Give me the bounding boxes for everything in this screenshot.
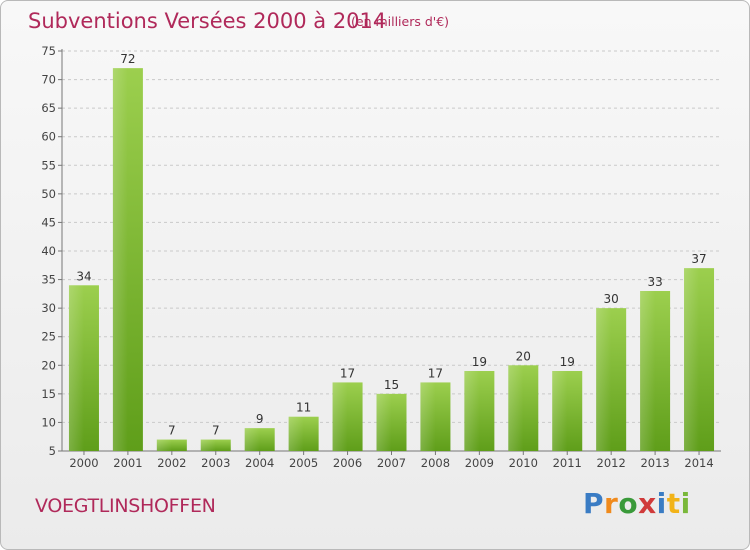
bar-highlight [552,371,568,451]
logo-letter: r [604,487,619,520]
x-tick-label: 2005 [289,456,318,470]
bar-highlight [376,393,392,451]
data-label: 30 [604,292,619,306]
bar-highlight [420,382,436,451]
logo-letter: x [638,487,657,520]
bar-highlight [596,308,612,451]
y-tick-label: 55 [41,158,56,172]
chart-title: Subventions Versées 2000 à 2014 [28,9,387,33]
bar-highlight [332,382,348,451]
data-label: 17 [428,366,443,380]
y-tick-label: 65 [41,101,56,115]
proxiti-logo: Proxiti [583,487,691,520]
y-tick-label: 35 [41,273,56,287]
x-tick-label: 2010 [509,456,538,470]
y-tick-label: 5 [49,444,56,458]
bars [68,68,715,452]
data-label: 20 [516,349,531,363]
y-tick-label: 75 [41,44,56,58]
chart-unit-subtitle: (en milliers d'€) [351,14,450,29]
x-tick-labels: 2000 2001 2002 2003 2004 2005 2006 2007 2008 2009… [69,456,713,470]
y-tick-label: 30 [41,301,56,315]
data-label: 34 [76,269,91,283]
x-tick-label: 2014 [684,456,713,470]
bar-highlight [464,371,480,451]
x-tick-label: 2007 [377,456,406,470]
bar-highlight [112,68,128,452]
y-tick-label: 40 [41,244,56,258]
bar-highlight [156,439,172,451]
data-label: 7 [168,424,176,438]
y-tick-label: 45 [41,215,56,229]
y-tick-label: 50 [41,187,56,201]
x-tick-label: 2012 [597,456,626,470]
commune-name: VOEGTLINSHOFFEN [35,495,216,517]
y-tick-label: 25 [41,330,56,344]
x-tick-label: 2013 [640,456,669,470]
x-tick-label: 2001 [113,456,142,470]
x-tick-label: 2009 [465,456,494,470]
y-tick-label: 60 [41,130,56,144]
data-label: 7 [212,424,220,438]
data-label: 9 [256,412,264,426]
logo-letter: i [680,487,691,520]
x-tick-label: 2006 [333,456,362,470]
x-tick-label: 2002 [157,456,186,470]
data-label: 37 [691,252,706,266]
logo-letter: t [666,487,681,520]
logo-letter: P [583,487,605,520]
bar-highlight [200,439,216,451]
bar-highlight [244,428,260,451]
data-label: 19 [472,355,487,369]
y-tick-label: 15 [41,387,56,401]
data-labels: 34 72 7 7 9 11 17 15 17 19 20 19 30 33 37 [76,52,706,437]
data-label: 19 [560,355,575,369]
x-tick-label: 2000 [69,456,98,470]
bar-highlight [640,291,656,451]
logo-letter: i [656,487,667,520]
data-label: 72 [120,52,135,66]
grid-lines [62,50,721,423]
y-tick-label: 70 [41,73,56,87]
x-tick-label: 2003 [201,456,230,470]
y-tick-labels: 5 10 15 20 25 30 35 40 45 50 55 60 65 70 75 [41,44,56,458]
bar-highlight [684,268,700,451]
x-tick-label: 2004 [245,456,274,470]
y-tick-label: 20 [41,358,56,372]
bar-highlight [68,285,84,451]
x-tick-label: 2011 [553,456,582,470]
data-label: 17 [340,366,355,380]
x-tick-label: 2008 [421,456,450,470]
bar-highlight [508,365,524,451]
y-tick-label: 10 [41,415,56,429]
logo-letter: o [618,487,639,520]
bar-highlight [288,416,304,451]
data-label: 33 [647,275,662,289]
data-label: 11 [296,401,311,415]
data-label: 15 [384,378,399,392]
